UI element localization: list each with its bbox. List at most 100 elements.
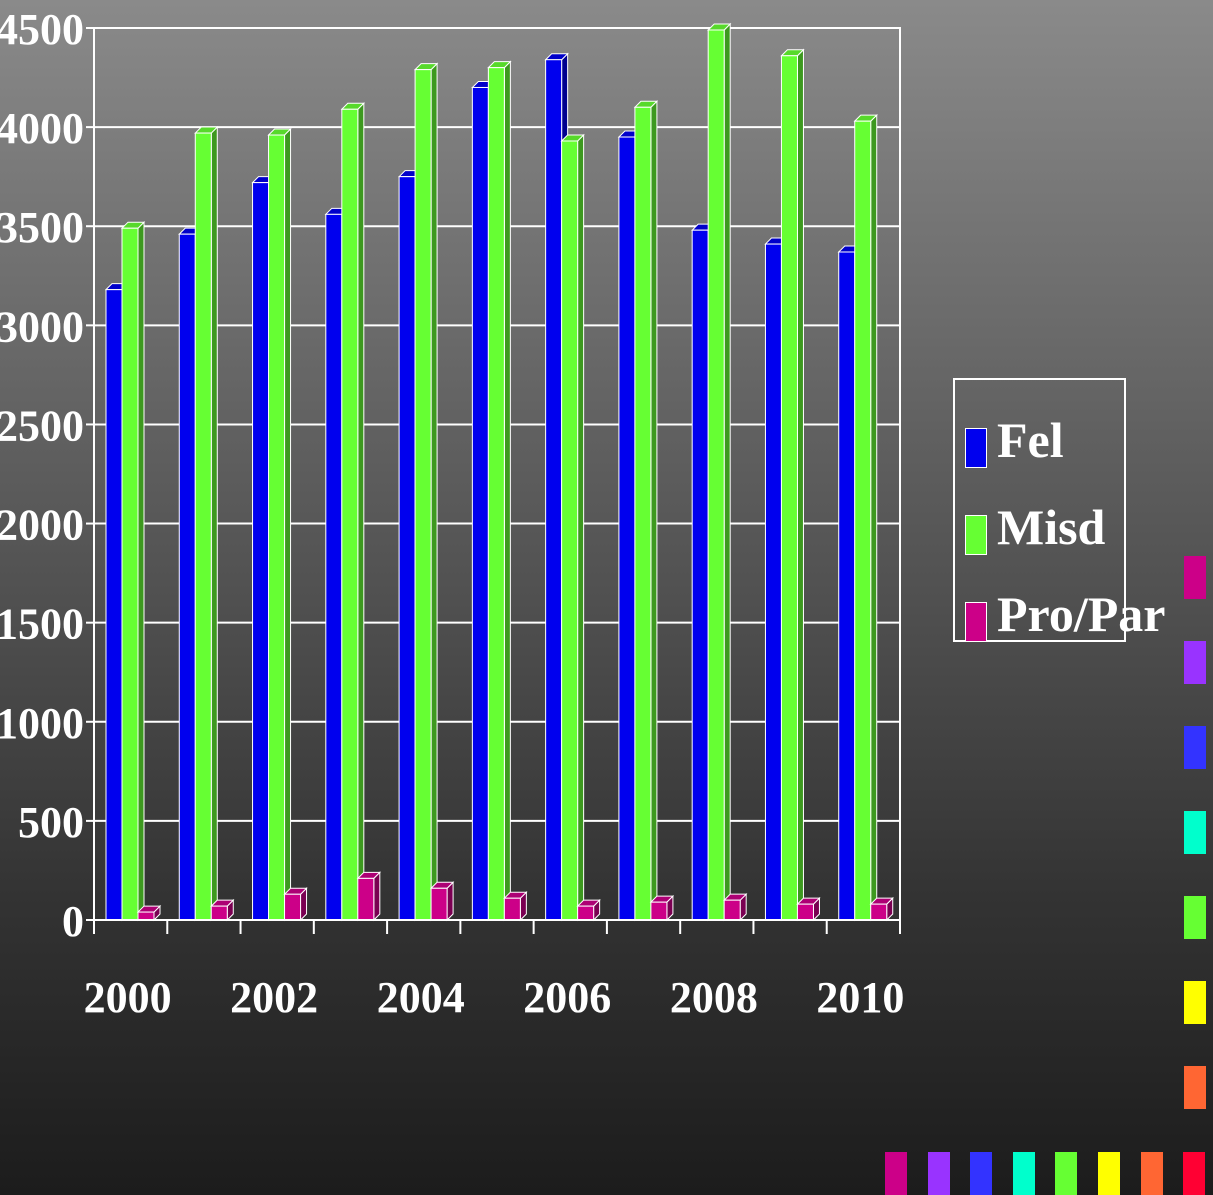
decor-square: [1184, 1066, 1206, 1109]
bar-side: [357, 102, 365, 922]
bar-misd-2009: [780, 48, 805, 922]
bar-front: [487, 67, 505, 921]
decor-square: [1184, 726, 1206, 769]
legend-label-pro-par: Pro/Par: [997, 586, 1166, 642]
bar-front: [210, 905, 228, 921]
bar-front: [780, 55, 798, 921]
bar-front: [854, 120, 872, 921]
y-tick-label: 2000: [0, 501, 84, 550]
bars: [104, 22, 894, 922]
x-tick-label: 2002: [230, 973, 318, 1022]
bar-front: [357, 877, 375, 921]
decor-square: [885, 1152, 907, 1195]
bar-front: [252, 182, 270, 921]
bar-front: [268, 134, 286, 921]
bar-side: [430, 62, 438, 922]
legend-swatch-pro-par: [965, 602, 987, 642]
bar-side: [373, 871, 381, 922]
bar-misd-2007: [633, 100, 659, 922]
bar-misd-2008: [706, 22, 732, 922]
decor-square: [970, 1152, 993, 1195]
bar-front: [764, 243, 782, 921]
x-tick-label: 2006: [523, 973, 611, 1022]
bar-side: [650, 100, 658, 922]
bar-front: [341, 108, 359, 921]
bar-front: [325, 213, 343, 921]
bar-side: [796, 48, 804, 922]
bar-front: [561, 140, 579, 921]
decor-square: [1098, 1152, 1120, 1195]
y-tick-label: 4000: [0, 104, 84, 153]
bar-pro-par-2009: [796, 896, 821, 922]
decor-square: [1055, 1152, 1078, 1195]
y-tick-label: 3500: [0, 203, 84, 252]
bar-front: [691, 229, 709, 921]
legend-label-fel: Fel: [997, 412, 1064, 468]
bar-misd-2005: [487, 60, 512, 922]
bar-misd-2004: [413, 62, 439, 922]
decor-square: [1183, 1152, 1206, 1195]
legend-swatch-fel: [965, 428, 987, 468]
decor-square: [1184, 811, 1206, 854]
x-tick-labels: 2000 2002 2004 2006 2008 2010: [84, 973, 905, 1022]
bar-front: [471, 86, 489, 921]
bar-front: [414, 69, 432, 921]
axes: [93, 28, 901, 934]
x-tick-label: 2010: [816, 973, 904, 1022]
legend: Fel Misd Pro/Par: [953, 378, 1165, 642]
bar-pro-par-2010: [869, 896, 894, 922]
bar-side: [577, 133, 585, 922]
legend-label-misd: Misd: [997, 499, 1106, 555]
bar-front: [105, 289, 123, 921]
y-tick-label: 500: [18, 798, 84, 847]
bar-pro-par-2000: [136, 904, 162, 922]
bar-front: [121, 227, 139, 921]
decor-square: [1184, 641, 1206, 684]
bar-side: [723, 22, 731, 922]
bar-misd-2010: [853, 113, 878, 922]
bar-misd-2000: [120, 220, 146, 922]
y-tick-label: 2500: [0, 401, 84, 450]
bar-front: [430, 887, 448, 921]
bar-pro-par-2002: [283, 887, 308, 922]
x-tick-label: 2008: [670, 973, 758, 1022]
bar-side: [284, 127, 292, 922]
bar-front: [577, 905, 595, 921]
legend-swatch-misd: [965, 515, 987, 555]
bar-front: [503, 897, 521, 921]
y-tick-label: 3000: [0, 302, 84, 351]
bar-pro-par-2008: [722, 892, 748, 922]
decor-square: [1184, 556, 1206, 599]
bar-front: [723, 899, 741, 921]
decor-square: [927, 1152, 950, 1195]
bar-front: [838, 251, 856, 921]
bar-pro-par-2005: [503, 890, 528, 922]
y-tick-label: 0: [62, 897, 84, 946]
bar-pro-par-2007: [649, 894, 675, 922]
bar-side: [503, 60, 511, 922]
bar-front: [398, 176, 416, 921]
bar-front: [284, 893, 302, 921]
bar-front: [178, 233, 196, 921]
bar-front: [545, 59, 563, 921]
y-tick-label: 4500: [0, 5, 84, 54]
bar-misd-2006: [560, 133, 585, 922]
bar-misd-2001: [194, 125, 219, 922]
decor-square: [1184, 981, 1206, 1024]
decor-square: [1140, 1152, 1163, 1195]
bar-front: [650, 901, 668, 921]
bar-front: [137, 911, 155, 921]
y-tick-labels: 0 500 1000 1500 2000 2500 3000 3500 4000 4500: [0, 5, 84, 946]
bar-side: [870, 113, 878, 922]
x-tick-label: 2000: [84, 973, 172, 1022]
x-tick-label: 2004: [377, 973, 465, 1022]
bar-front: [870, 903, 888, 921]
decor-square: [1012, 1152, 1035, 1195]
bar-pro-par-2006: [576, 898, 601, 922]
bar-front: [618, 136, 636, 921]
bar-side: [137, 220, 145, 922]
decor-square: [1184, 896, 1206, 939]
bar-misd-2002: [267, 127, 292, 922]
bar-pro-par-2001: [210, 898, 235, 922]
